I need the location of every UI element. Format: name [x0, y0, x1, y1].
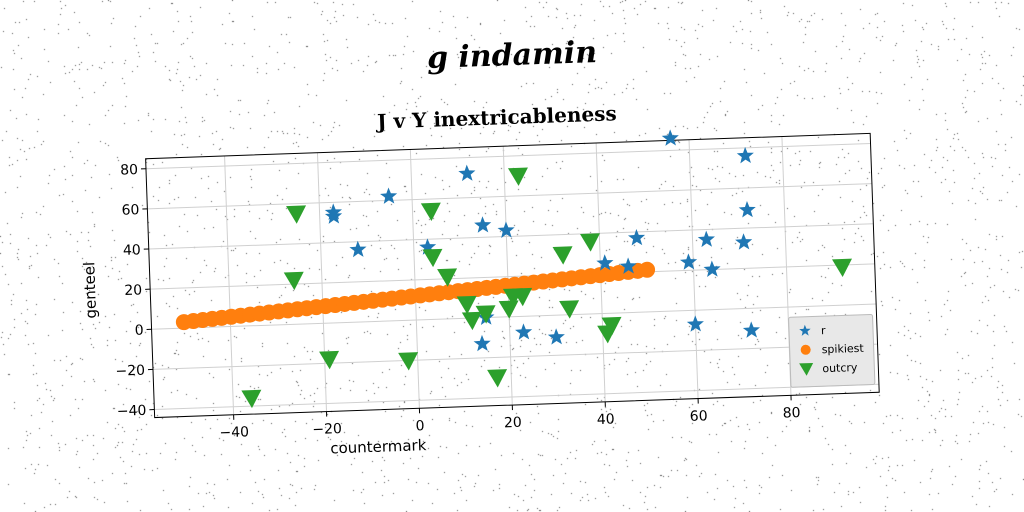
- grid-line-x: [224, 155, 235, 415]
- r-point: [324, 207, 343, 224]
- grid-line-y: [154, 383, 879, 411]
- r-point: [515, 323, 533, 340]
- r-point: [703, 260, 721, 277]
- grid-line-y: [152, 343, 878, 370]
- r-point: [596, 254, 614, 271]
- r-point: [547, 328, 565, 345]
- grid-line-x: [316, 152, 328, 412]
- plot-group: J v Y inextricableness −40 −20 0 20 40 60 80 −40…: [80, 101, 880, 457]
- outcry-point: [580, 233, 600, 252]
- outcry-point: [601, 316, 622, 336]
- outcry-point: [420, 202, 441, 222]
- r-point: [473, 334, 491, 352]
- r-point: [619, 257, 637, 274]
- outcry-point: [507, 167, 528, 186]
- x-axis-label: countermark: [330, 436, 427, 457]
- plot-frame: [145, 132, 880, 419]
- y-tick-label: 20: [124, 282, 142, 299]
- legend-marker-outcry: [799, 362, 814, 376]
- r-point: [738, 201, 756, 218]
- legend-box: [788, 314, 876, 388]
- grid-line-x: [688, 139, 699, 399]
- x-tick-label: 60: [690, 408, 708, 425]
- r-point: [697, 230, 715, 248]
- outcry-point: [475, 305, 496, 324]
- r-point: [735, 233, 753, 250]
- outcry-point: [241, 389, 262, 409]
- outcry-point: [559, 300, 580, 319]
- r-point: [627, 229, 646, 246]
- grid-line-y: [145, 142, 871, 170]
- x-tick-label: 20: [504, 415, 522, 432]
- legend-label: r: [821, 324, 826, 337]
- chart-title: J v Y inextricableness: [375, 101, 617, 133]
- outcry-point: [552, 246, 573, 265]
- outcry-point: [283, 271, 304, 291]
- outcry-point: [286, 205, 307, 224]
- outcry-point: [487, 369, 508, 388]
- outcry-point: [319, 350, 340, 370]
- x-tick-label: −20: [312, 421, 342, 438]
- x-tick-label: 0: [415, 418, 424, 434]
- y-tick-label: 60: [121, 202, 139, 219]
- outcry-point: [461, 311, 482, 331]
- outcry-point: [422, 248, 443, 268]
- outcry-point: [512, 287, 533, 307]
- x-tick-label: −40: [219, 424, 249, 441]
- r-point: [736, 146, 754, 164]
- r-point: [497, 221, 515, 238]
- legend-label: outcry: [822, 361, 858, 375]
- r-point: [474, 216, 492, 233]
- x-tick-label: 80: [782, 405, 800, 422]
- y-tick-label: 40: [123, 242, 141, 259]
- r-point: [661, 129, 679, 146]
- x-tick-label: 40: [597, 412, 615, 429]
- r-point: [679, 253, 698, 270]
- legend-marker-spikiest: [800, 344, 811, 355]
- outcry-point: [437, 268, 458, 287]
- y-tick-label: −40: [117, 403, 147, 420]
- legend-label: spikiest: [821, 342, 864, 356]
- outcry-point: [398, 352, 419, 371]
- outcry-point: [456, 295, 477, 315]
- spikiest-point: [639, 261, 656, 278]
- grid-line-y: [151, 303, 877, 330]
- y-axis-label: genteel: [80, 262, 100, 319]
- r-point: [380, 187, 398, 204]
- grid-line-y: [150, 263, 875, 290]
- r-point: [349, 240, 367, 258]
- grid-line-y: [147, 183, 872, 210]
- r-point: [742, 321, 760, 338]
- outcry-point: [832, 258, 852, 277]
- grid-line-x: [502, 146, 513, 406]
- y-tick-label: 80: [120, 162, 138, 179]
- r-point: [686, 315, 704, 332]
- y-tick-label: 0: [134, 323, 143, 339]
- y-tick-label: −20: [115, 363, 145, 380]
- grid-line-x: [409, 149, 420, 409]
- legend-marker-r: [799, 324, 811, 336]
- r-point: [458, 164, 476, 182]
